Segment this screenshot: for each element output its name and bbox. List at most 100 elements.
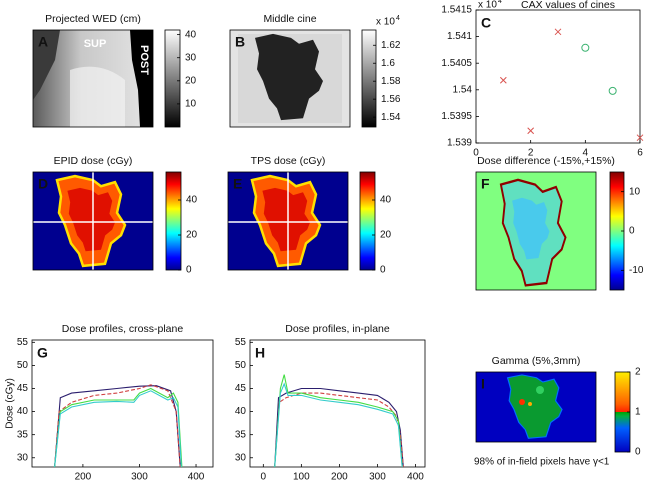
y-tick-label: 1.5405: [441, 58, 472, 69]
y-tick-label: 1.5395: [441, 111, 472, 122]
colorbar-tick-label: 10: [185, 99, 197, 110]
annotation: SUP: [84, 38, 107, 50]
panel-label: D: [38, 176, 48, 192]
axes-frame: [249, 339, 426, 468]
colorbar-tick-label: 1.56: [381, 94, 401, 105]
panel-label: H: [255, 345, 265, 361]
gamma-image: [476, 372, 596, 442]
profile-line: [54, 390, 182, 468]
colorbar: [359, 171, 376, 271]
point: [554, 28, 562, 36]
panel-title: TPS dose (cGy): [251, 155, 326, 167]
tps-dose-image: [228, 172, 348, 270]
panel-label: F: [481, 176, 490, 192]
point-stroke: [499, 76, 507, 84]
colorbar-tick-label: 0: [635, 447, 641, 458]
panel-label: A: [38, 34, 48, 50]
x-tick-label: 400: [407, 472, 424, 483]
profile-line: [54, 384, 181, 468]
x-tick-label: 0: [261, 472, 267, 483]
x-tick-label: 200: [331, 472, 348, 483]
y-tick-label: 45: [235, 383, 247, 394]
annotation: POST: [138, 45, 150, 75]
colorbar-tick-label: 0: [629, 226, 635, 237]
colorbar: [165, 171, 182, 271]
y-tick-label: 40: [235, 406, 247, 417]
x-tick-label: 400: [188, 472, 205, 483]
axes-frame: [475, 9, 641, 144]
x-tick-label: 4: [583, 148, 589, 159]
cine-image: [230, 30, 350, 127]
caption: 98% of in-field pixels have γ<1: [474, 457, 610, 468]
x-tick-label: 300: [131, 472, 148, 483]
point: [636, 134, 644, 142]
colorbar-tick-label: 20: [380, 230, 392, 241]
panel-label: B: [235, 34, 245, 50]
colorbar-tick-label: -10: [629, 265, 644, 276]
point: [499, 76, 507, 84]
point: [581, 43, 590, 52]
image-frame: [227, 171, 349, 271]
panel-label: E: [233, 176, 242, 192]
x-tick-label: 6: [637, 148, 643, 159]
y-axis-label: Dose (cGy): [5, 378, 16, 429]
profile-line: [274, 387, 404, 468]
panel-title: Gamma (5%,3mm): [492, 355, 581, 367]
y-tick-label: 50: [17, 360, 29, 371]
profile-line: [54, 385, 181, 468]
y-tick-label: 50: [235, 360, 247, 371]
y-tick-label: 30: [235, 452, 247, 463]
dose-difference-image: [476, 172, 596, 290]
panel-title: Dose profiles, in-plane: [285, 323, 390, 335]
colorbar-tick-label: 1.58: [381, 76, 401, 87]
profile-line: [274, 374, 403, 468]
colorbar: [164, 29, 181, 128]
profile-line: [274, 382, 403, 468]
x-tick-label: 200: [75, 472, 92, 483]
colorbar-tick-label: 40: [185, 29, 197, 40]
colorbar-tick-label: 1.6: [381, 58, 395, 69]
colorbar-tick-label: 20: [186, 230, 198, 241]
y-tick-label: 1.541: [447, 31, 472, 42]
image-frame: [32, 171, 154, 271]
y-tick-label: 55: [235, 337, 247, 348]
axis-multiplier-exponent: 4: [396, 15, 400, 22]
y-tick-label: 1.539: [447, 138, 472, 149]
colorbar-tick-label: 1: [635, 407, 641, 418]
y-tick-label: 1.5415: [441, 5, 472, 16]
axis-multiplier: x 10: [376, 17, 395, 28]
colorbar-tick-label: 30: [185, 52, 197, 63]
x-tick-label: 100: [293, 472, 310, 483]
colorbar-tick-label: 1.54: [381, 112, 401, 123]
x-tick-label: 2: [528, 148, 534, 159]
point: [608, 86, 617, 95]
y-tick-label: 30: [17, 452, 29, 463]
colorbar: [361, 29, 377, 128]
image-frame: [32, 29, 154, 128]
colorbar-tick-label: 2: [635, 367, 641, 378]
point-stroke: [636, 134, 644, 142]
x-tick-label: 300: [369, 472, 386, 483]
point-stroke: [527, 127, 535, 135]
profile-line: [54, 387, 183, 468]
axes-frame: [31, 339, 214, 468]
panel-title: Dose profiles, cross-plane: [62, 323, 184, 335]
colorbar-tick-label: 0: [380, 265, 386, 276]
panel-title: EPID dose (cGy): [54, 155, 133, 167]
colorbar-tick-label: 20: [185, 75, 197, 86]
panel-label: C: [481, 15, 491, 31]
panel-title: CAX values of cines: [521, 0, 615, 11]
epid-dose-image: [33, 172, 153, 270]
y-tick-label: 1.54: [453, 84, 473, 95]
colorbar-tick-label: 0: [186, 265, 192, 276]
image-frame: [475, 171, 597, 291]
axis-multiplier: x 10: [478, 0, 497, 11]
colorbar-tick-label: 10: [629, 186, 641, 197]
wed-image: [33, 30, 153, 127]
point-stroke: [554, 28, 562, 36]
y-tick-label: 35: [235, 429, 247, 440]
image-frame: [475, 371, 597, 443]
panel-title: Projected WED (cm): [45, 13, 141, 25]
axis-multiplier-exponent: 4: [498, 0, 502, 5]
